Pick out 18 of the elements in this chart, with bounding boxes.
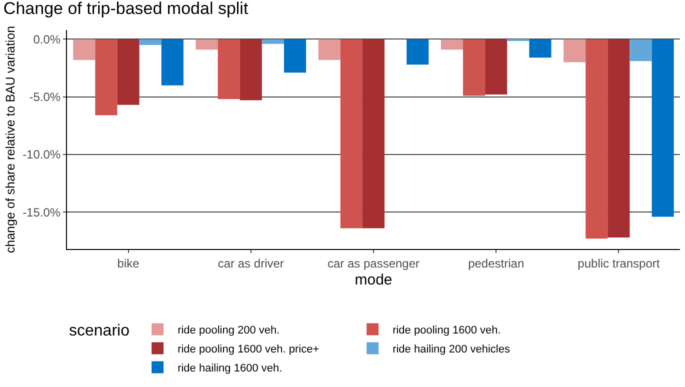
x-tick-label: car as driver — [218, 256, 284, 270]
legend-label: ride pooling 200 veh. — [178, 324, 280, 336]
y-axis-title: change of share relative to BAU variation — [4, 26, 18, 254]
x-tick-label: car as passenger — [327, 256, 420, 270]
legend-label: ride pooling 1600 veh. price+ — [178, 343, 320, 356]
legend-label: ride hailing 200 vehicles — [392, 343, 510, 356]
x-tick-label: pedestrian — [468, 256, 524, 270]
legend-label: ride pooling 1600 veh. — [392, 324, 501, 336]
x-tick-label: public transport — [578, 256, 660, 270]
chart-title: Change of trip-based modal split — [3, 0, 248, 18]
y-tick-label: -15.0% — [22, 205, 61, 220]
x-tick-label: bike — [117, 256, 140, 270]
y-tick-label: -10.0% — [22, 148, 61, 162]
legend-title: scenario — [69, 322, 130, 340]
legend-label: ride hailing 1600 veh. — [178, 362, 282, 374]
y-tick-label: -5.0% — [29, 90, 61, 104]
y-tick-label: 0.0% — [33, 32, 61, 46]
x-axis-title: mode — [354, 271, 392, 288]
